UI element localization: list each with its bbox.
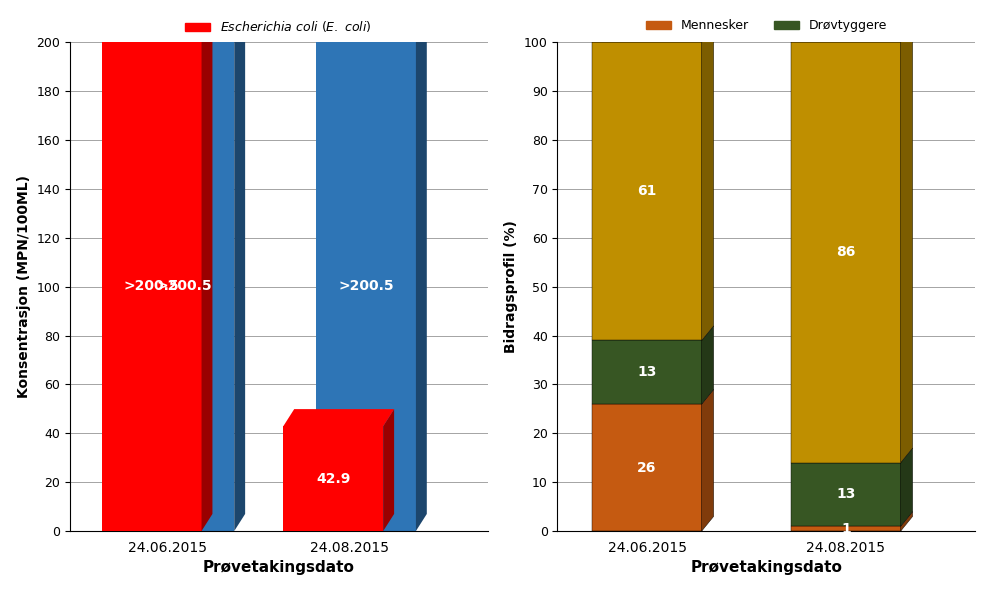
Polygon shape: [901, 448, 913, 526]
Polygon shape: [416, 24, 427, 531]
Bar: [592, 340, 701, 404]
Polygon shape: [383, 409, 394, 531]
Polygon shape: [316, 24, 427, 41]
Bar: [134, 41, 234, 531]
Text: 86: 86: [836, 246, 856, 259]
Bar: [792, 462, 901, 526]
X-axis label: Prøvetakingsdato: Prøvetakingsdato: [690, 561, 842, 575]
Polygon shape: [101, 24, 212, 41]
Legend: Mennesker, Drøvtyggere: Mennesker, Drøvtyggere: [641, 14, 892, 37]
Polygon shape: [701, 390, 713, 531]
Polygon shape: [234, 24, 245, 531]
Polygon shape: [134, 24, 245, 41]
Text: 26: 26: [637, 461, 657, 475]
Polygon shape: [901, 511, 913, 531]
Polygon shape: [284, 409, 394, 426]
Text: >200.5: >200.5: [157, 279, 212, 293]
Text: 13: 13: [836, 487, 856, 501]
Y-axis label: Bidragsprofil (%): Bidragsprofil (%): [504, 220, 519, 353]
Text: 13: 13: [637, 365, 657, 379]
Text: >200.5: >200.5: [338, 279, 394, 293]
Text: >200.5: >200.5: [124, 279, 180, 293]
Bar: [101, 41, 201, 531]
Bar: [592, 42, 701, 340]
Polygon shape: [592, 28, 713, 42]
Bar: [316, 41, 416, 531]
Polygon shape: [792, 28, 913, 42]
Polygon shape: [901, 28, 913, 462]
Text: 61: 61: [637, 184, 657, 198]
Bar: [792, 42, 901, 462]
Legend: $\it{Escherichia\ coli\ (E.\ coli)}$: $\it{Escherichia\ coli\ (E.\ coli)}$: [181, 14, 377, 39]
Polygon shape: [701, 326, 713, 404]
Polygon shape: [201, 24, 212, 531]
Y-axis label: Konsentrasjon (MPN/100ML): Konsentrasjon (MPN/100ML): [17, 175, 31, 398]
X-axis label: Prøvetakingsdato: Prøvetakingsdato: [202, 561, 355, 575]
Text: 1: 1: [841, 522, 851, 536]
Polygon shape: [701, 28, 713, 340]
Bar: [592, 404, 701, 531]
Bar: [284, 426, 383, 531]
Bar: [792, 526, 901, 531]
Text: 42.9: 42.9: [316, 472, 350, 485]
